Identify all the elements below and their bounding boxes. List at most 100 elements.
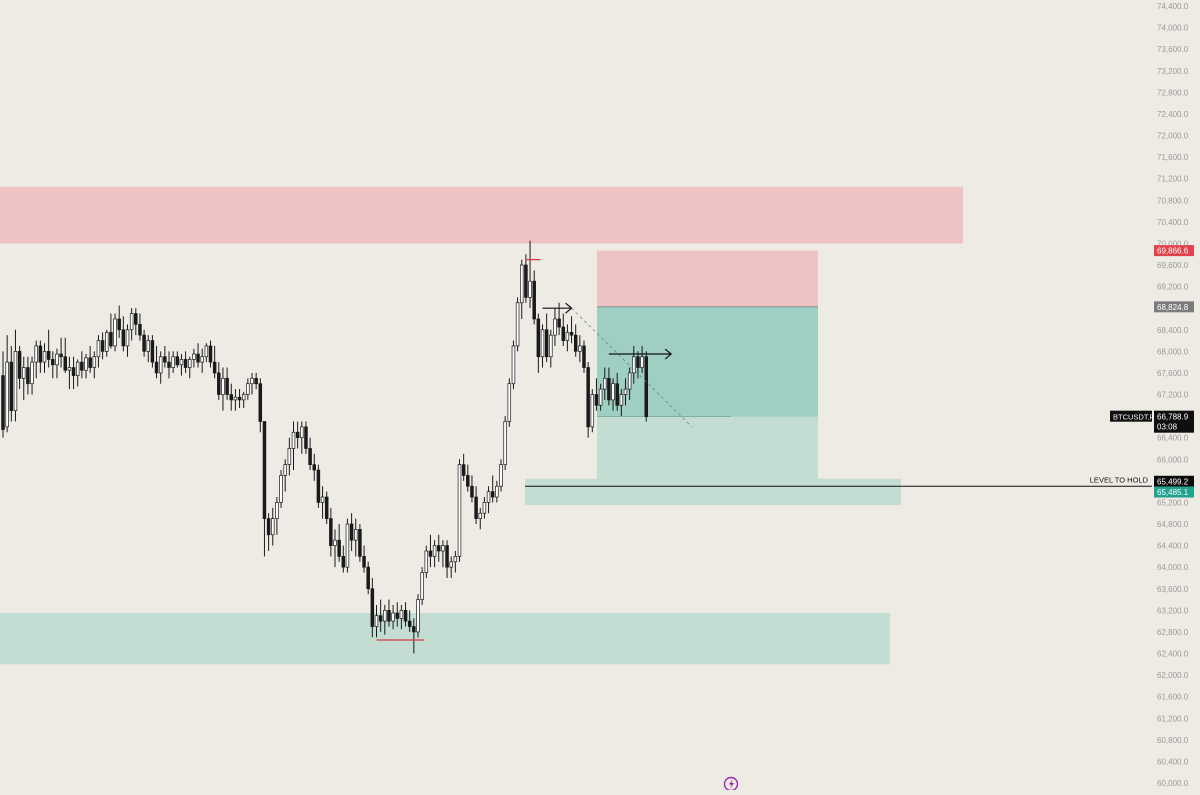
candle [524, 254, 528, 303]
y-tick-label: 64,000.0 [1157, 563, 1189, 572]
candle [569, 316, 574, 344]
candle [337, 524, 341, 562]
candle-body [46, 350, 51, 360]
y-tick-label: 61,200.0 [1157, 714, 1189, 723]
candle-body [63, 356, 67, 371]
candle [179, 354, 184, 376]
candle [432, 540, 437, 568]
candle [602, 367, 607, 400]
candle [528, 240, 532, 309]
candle [275, 497, 279, 535]
position-risk-zone[interactable] [597, 250, 818, 307]
candle-body [88, 357, 92, 368]
candle [100, 332, 105, 360]
candle [590, 389, 595, 433]
candle [482, 497, 487, 519]
candle-body [275, 502, 279, 519]
candle [507, 378, 512, 427]
candle-body [324, 496, 329, 519]
candle-body [179, 359, 184, 366]
last-price-value: 66,788.9 [1157, 413, 1189, 422]
candle-body [146, 340, 151, 352]
candle [287, 437, 292, 476]
y-tick-label: 62,800.0 [1157, 628, 1189, 637]
candle-body [362, 556, 366, 568]
candle-body [437, 545, 441, 552]
candle-body [553, 318, 557, 336]
candle-body [171, 356, 175, 368]
price-tag-label: 68,824.8 [1157, 303, 1189, 312]
candle [291, 421, 296, 471]
candle [345, 518, 350, 573]
candle [536, 313, 541, 373]
candle [586, 362, 590, 438]
last-price-tag: BTCUSDT.P 66,788.903:08 [1110, 410, 1194, 433]
candle-body [150, 340, 155, 363]
candle [300, 421, 304, 454]
candle-body [117, 318, 121, 331]
candle-body [175, 356, 180, 366]
candle-body [582, 345, 586, 368]
candle-body [258, 383, 263, 422]
candle [125, 324, 130, 357]
candle-body [370, 588, 375, 627]
candle [607, 367, 611, 406]
candle-body [34, 345, 38, 363]
candle [34, 340, 38, 379]
candle [262, 421, 267, 557]
candle-body [345, 523, 350, 568]
candle [167, 351, 171, 379]
candle-body [602, 377, 607, 390]
y-tick-label: 70,400.0 [1157, 218, 1189, 227]
candle-body [503, 421, 507, 465]
candle [9, 345, 14, 422]
candle-body [212, 361, 217, 374]
price-tag-level: 65,499.2 [1154, 475, 1194, 487]
candle [134, 308, 138, 336]
y-tick-label: 68,400.0 [1157, 326, 1189, 335]
candle-body [75, 361, 80, 376]
candle-body [528, 280, 532, 298]
candle-body [287, 448, 292, 465]
candle-body [51, 359, 55, 366]
candle-body [13, 350, 18, 412]
candle [246, 378, 250, 400]
candle [158, 351, 163, 384]
symbol-tag-bg [1110, 410, 1152, 422]
candle [615, 372, 619, 411]
candle-body [312, 464, 317, 471]
candle [233, 389, 238, 411]
candle-body [254, 377, 258, 385]
price-tag-bg [1154, 245, 1194, 257]
candle-body [17, 350, 22, 379]
candle-body [337, 539, 341, 557]
candle [96, 335, 101, 368]
price-tag-bg [1154, 475, 1194, 487]
candle [80, 351, 84, 379]
candle [387, 599, 391, 627]
y-tick-label: 63,600.0 [1157, 585, 1189, 594]
y-tick-label: 63,200.0 [1157, 606, 1189, 615]
candle [582, 340, 586, 373]
candle-body [283, 464, 287, 476]
y-tick-label: 60,400.0 [1157, 757, 1189, 766]
candle [623, 378, 628, 406]
candle [142, 329, 146, 357]
candle [279, 470, 283, 508]
candle [495, 480, 499, 503]
candle [271, 507, 275, 546]
position-tool[interactable] [597, 250, 818, 488]
candle-body [67, 367, 72, 371]
candle [407, 610, 412, 632]
candle-body [96, 340, 101, 358]
candle [163, 345, 167, 368]
candle [146, 335, 151, 363]
candle-body [511, 345, 516, 385]
candle-body [578, 345, 582, 352]
candle-body [196, 353, 200, 363]
candle [5, 335, 9, 433]
candle-body [204, 345, 209, 358]
candles-layer [1, 240, 648, 654]
